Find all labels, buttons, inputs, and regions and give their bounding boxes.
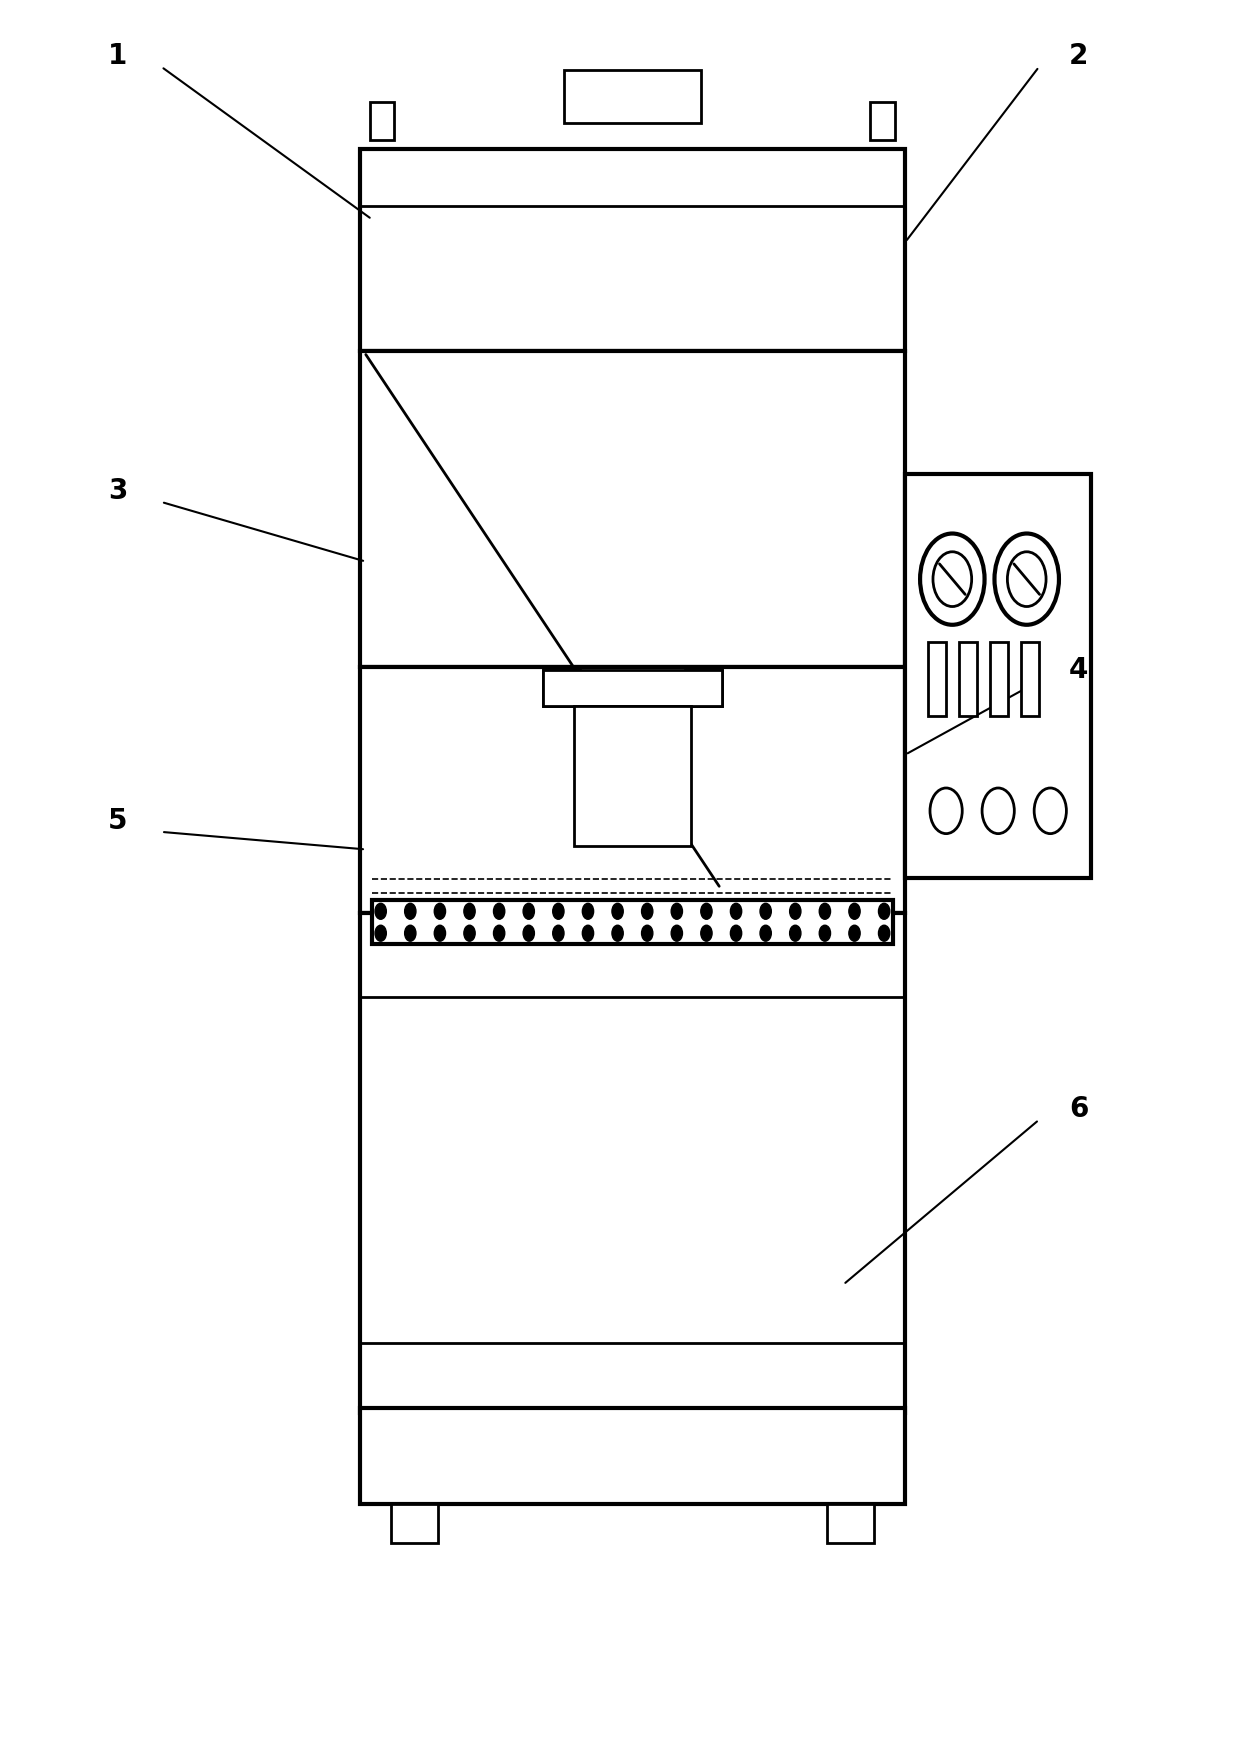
- Circle shape: [994, 534, 1059, 625]
- Circle shape: [849, 925, 861, 941]
- Bar: [360, 351, 905, 667]
- Circle shape: [701, 925, 712, 941]
- Circle shape: [820, 925, 831, 941]
- Bar: [905, 474, 1091, 878]
- Bar: [372, 900, 893, 944]
- Circle shape: [494, 925, 505, 941]
- Circle shape: [1007, 551, 1047, 607]
- Bar: [928, 642, 946, 716]
- Circle shape: [613, 904, 624, 920]
- Circle shape: [464, 925, 475, 941]
- Circle shape: [434, 904, 445, 920]
- Circle shape: [583, 925, 594, 941]
- Bar: [684, 670, 722, 706]
- Circle shape: [760, 904, 771, 920]
- Bar: [564, 70, 701, 123]
- Circle shape: [790, 925, 801, 941]
- Circle shape: [464, 904, 475, 920]
- Bar: [573, 706, 692, 846]
- Circle shape: [641, 904, 652, 920]
- Bar: [543, 670, 580, 706]
- Text: 5: 5: [108, 807, 128, 835]
- Text: 6: 6: [1069, 1095, 1089, 1123]
- Circle shape: [932, 551, 972, 607]
- Text: 1: 1: [108, 42, 128, 70]
- Circle shape: [404, 904, 415, 920]
- Bar: [360, 149, 905, 351]
- Bar: [360, 913, 905, 1413]
- Bar: [360, 1408, 905, 1504]
- Bar: [360, 667, 905, 913]
- Bar: [391, 1504, 438, 1543]
- Circle shape: [878, 925, 890, 941]
- Circle shape: [760, 925, 771, 941]
- Bar: [543, 670, 722, 706]
- Bar: [1021, 642, 1039, 716]
- Circle shape: [523, 925, 534, 941]
- Circle shape: [730, 925, 742, 941]
- Circle shape: [930, 788, 962, 834]
- Circle shape: [583, 904, 594, 920]
- Bar: [370, 102, 394, 140]
- Circle shape: [553, 925, 564, 941]
- Text: 2: 2: [1069, 42, 1089, 70]
- Circle shape: [671, 925, 682, 941]
- Circle shape: [701, 904, 712, 920]
- Circle shape: [820, 904, 831, 920]
- Circle shape: [671, 904, 682, 920]
- Text: 3: 3: [108, 477, 128, 505]
- Bar: [827, 1504, 874, 1543]
- Circle shape: [982, 788, 1014, 834]
- Circle shape: [374, 925, 387, 941]
- Circle shape: [374, 904, 387, 920]
- Circle shape: [849, 904, 861, 920]
- Circle shape: [494, 904, 505, 920]
- Circle shape: [878, 904, 890, 920]
- Circle shape: [790, 904, 801, 920]
- Circle shape: [730, 904, 742, 920]
- Circle shape: [641, 925, 652, 941]
- Circle shape: [1034, 788, 1066, 834]
- Bar: [990, 642, 1008, 716]
- Circle shape: [434, 925, 445, 941]
- Bar: [959, 642, 977, 716]
- Bar: [870, 102, 895, 140]
- Circle shape: [553, 904, 564, 920]
- Circle shape: [404, 925, 415, 941]
- Circle shape: [920, 534, 985, 625]
- Text: 4: 4: [1069, 656, 1089, 684]
- Circle shape: [523, 904, 534, 920]
- Circle shape: [613, 925, 624, 941]
